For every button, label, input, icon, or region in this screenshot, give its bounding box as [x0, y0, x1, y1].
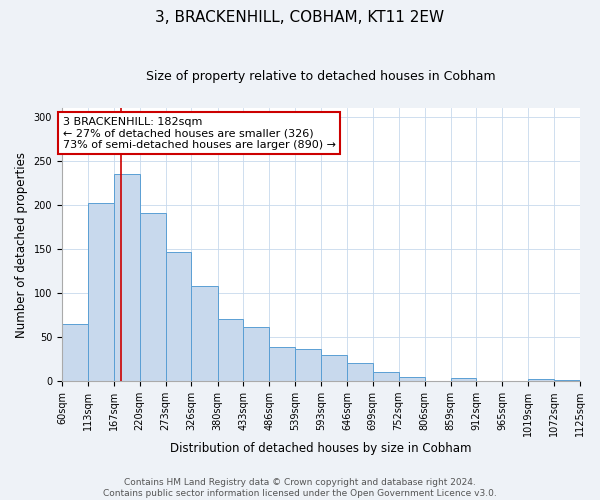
- Bar: [554, 380, 580, 381]
- Bar: [191, 286, 218, 381]
- Bar: [373, 372, 398, 381]
- X-axis label: Distribution of detached houses by size in Cobham: Distribution of detached houses by size …: [170, 442, 472, 455]
- Bar: [140, 212, 166, 381]
- Bar: [451, 378, 476, 381]
- Bar: [347, 362, 373, 381]
- Bar: [218, 320, 244, 381]
- Bar: [321, 355, 347, 381]
- Bar: [529, 380, 554, 381]
- Bar: [62, 324, 88, 381]
- Text: Contains HM Land Registry data © Crown copyright and database right 2024.
Contai: Contains HM Land Registry data © Crown c…: [103, 478, 497, 498]
- Text: 3 BRACKENHILL: 182sqm
← 27% of detached houses are smaller (326)
73% of semi-det: 3 BRACKENHILL: 182sqm ← 27% of detached …: [63, 116, 336, 150]
- Title: Size of property relative to detached houses in Cobham: Size of property relative to detached ho…: [146, 70, 496, 83]
- Bar: [269, 347, 295, 381]
- Bar: [398, 377, 425, 381]
- Y-axis label: Number of detached properties: Number of detached properties: [15, 152, 28, 338]
- Bar: [244, 328, 269, 381]
- Bar: [114, 174, 140, 381]
- Bar: [166, 252, 191, 381]
- Bar: [295, 348, 321, 381]
- Bar: [88, 203, 114, 381]
- Text: 3, BRACKENHILL, COBHAM, KT11 2EW: 3, BRACKENHILL, COBHAM, KT11 2EW: [155, 10, 445, 25]
